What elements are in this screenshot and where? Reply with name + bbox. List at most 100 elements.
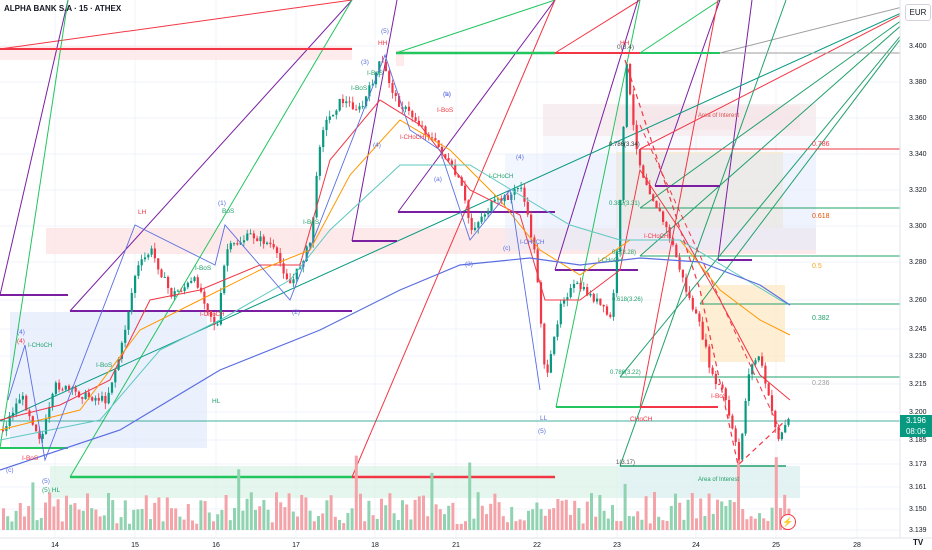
candle: [576, 282, 579, 284]
sma-mid-line: [0, 119, 791, 431]
volume-bar: [52, 506, 56, 530]
volume-bar: [682, 519, 686, 530]
level-line: [351, 0, 556, 478]
candle: [94, 397, 97, 401]
y-tick-label: 3.230: [909, 353, 927, 360]
candle: [665, 221, 668, 228]
level-line: [395, 0, 556, 54]
x-tick-label: 16: [212, 542, 220, 549]
candle: [134, 275, 137, 293]
volume-bar: [287, 493, 291, 530]
volume-bar: [186, 504, 190, 530]
candle: [242, 240, 246, 243]
volume-bar: [249, 492, 253, 530]
volume-bar: [648, 523, 652, 530]
y-tick-label: 3.300: [909, 223, 927, 230]
sma-long-line: [0, 257, 791, 471]
candle: [543, 323, 546, 365]
candle: [272, 244, 275, 248]
candle: [308, 242, 312, 247]
volume-bar: [207, 512, 211, 530]
candle: [150, 248, 153, 255]
candle: [305, 246, 308, 262]
candle: [282, 263, 285, 274]
candle: [450, 160, 453, 166]
candle: [506, 195, 510, 201]
volume-bar: [472, 518, 476, 530]
volume-bar: [745, 519, 749, 530]
annotation-label: BoS: [222, 208, 235, 215]
annotation-label: I-BoS: [367, 70, 384, 77]
sma-fast-line: [0, 99, 791, 421]
annotation-label: I-BoS: [711, 393, 728, 400]
candle: [348, 101, 351, 103]
y-tick-label: 3.320: [909, 187, 927, 194]
annotation-label: 0.786(3.34): [609, 142, 640, 148]
candle: [698, 313, 701, 322]
annotation-label: I-BoS: [96, 362, 113, 369]
volume-bar: [283, 507, 287, 530]
candle: [196, 277, 199, 288]
candle: [328, 116, 331, 120]
volume-bar: [31, 482, 35, 530]
volume-bar: [665, 521, 669, 530]
volume-bar: [86, 493, 89, 530]
y-tick-label: 3.173: [909, 461, 927, 468]
volume-bar: [539, 509, 543, 530]
volume-bar: [623, 483, 627, 530]
volume-bar: [401, 500, 404, 530]
candle: [685, 277, 688, 292]
candle: [38, 431, 41, 439]
candle: [58, 382, 61, 390]
volume-bar: [762, 518, 766, 530]
candle: [256, 238, 259, 242]
currency-button[interactable]: EUR: [905, 4, 931, 21]
candle: [470, 217, 473, 230]
chart-title: ALPHA BANK S.A · 15 · ATHEX: [4, 4, 122, 13]
candle: [140, 259, 143, 266]
volume-bar: [224, 495, 228, 530]
candle: [764, 365, 767, 384]
volume-bar: [77, 509, 81, 530]
level-line: [0, 0, 69, 449]
volume-bar: [56, 499, 60, 530]
candle: [173, 291, 176, 297]
volume-bar: [443, 514, 446, 530]
annotation-label: Area of Interest: [698, 477, 739, 483]
candle: [114, 369, 117, 383]
volume-bar: [581, 523, 585, 530]
candle: [671, 238, 675, 245]
volume-bar: [640, 519, 644, 530]
volume-bar: [18, 502, 22, 530]
candle: [25, 395, 28, 411]
candle: [388, 71, 391, 84]
last-price-tag: 3.196 08:06: [900, 415, 932, 437]
candle: [668, 227, 671, 239]
annotation-label: (3): [361, 59, 369, 66]
candle: [556, 324, 559, 337]
candle: [81, 397, 84, 400]
candle: [780, 432, 783, 440]
candle: [193, 277, 196, 281]
level-line: [639, 0, 931, 257]
volume-bar: [392, 513, 396, 530]
lightning-icon[interactable]: ⚡: [780, 514, 796, 530]
y-tick-label: 3.245: [909, 326, 927, 333]
y-tick-label: 3.150: [909, 506, 927, 513]
candle: [457, 174, 460, 178]
candle: [526, 201, 529, 215]
candle: [625, 63, 628, 127]
candle: [64, 385, 67, 390]
candle: [384, 61, 387, 72]
volume-bar: [69, 504, 73, 530]
volume-bar: [212, 521, 215, 530]
annotation-label: I-CHoCH: [644, 234, 668, 240]
volume-bar: [560, 500, 564, 530]
volume-bar: [128, 523, 131, 530]
candle: [761, 356, 764, 366]
y-tick-label: 3.260: [909, 297, 927, 304]
candle: [91, 397, 94, 401]
candle: [229, 243, 232, 250]
volume-bar: [669, 505, 673, 530]
